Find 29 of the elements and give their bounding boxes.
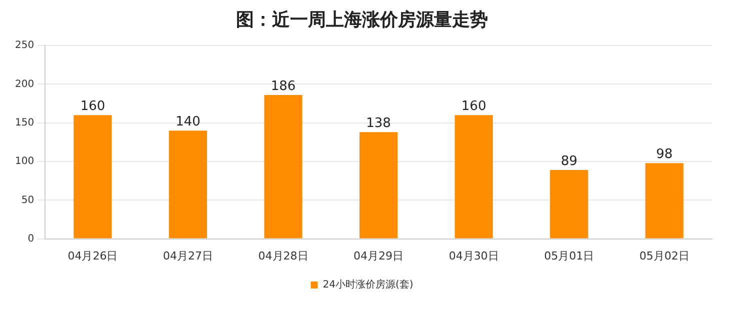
y-tick-label: 100 xyxy=(14,156,34,168)
data-label: 138 xyxy=(366,116,391,132)
x-tick-label: 04月28日 xyxy=(258,249,308,262)
y-tick-label: 200 xyxy=(14,78,34,90)
data-label: 160 xyxy=(80,99,106,114)
x-tick-label: 04月27日 xyxy=(162,249,213,262)
bar xyxy=(168,130,208,238)
bar xyxy=(645,163,684,238)
data-label: 160 xyxy=(461,99,486,114)
bar xyxy=(454,115,493,238)
y-tick-label: 250 xyxy=(14,40,34,52)
x-tick-label: 04月29日 xyxy=(354,249,404,262)
x-tick-label: 04月26日 xyxy=(68,249,118,262)
bar xyxy=(74,115,112,238)
data-label: 186 xyxy=(270,78,296,94)
x-tick-label: 05月02日 xyxy=(639,249,690,262)
chart-title: 图：近一周上海涨价房源量走势 xyxy=(236,9,488,30)
bar xyxy=(359,132,398,238)
y-tick-label: 150 xyxy=(14,117,34,128)
legend-label: 24小时涨价房源(套) xyxy=(322,278,414,291)
x-tick-label: 04月30日 xyxy=(448,249,499,262)
data-label: 89 xyxy=(560,154,578,169)
bar xyxy=(264,95,302,238)
x-tick-label: 05月01日 xyxy=(544,249,594,262)
y-tick-label: 50 xyxy=(21,194,34,206)
y-tick-label: 0 xyxy=(28,233,34,244)
bar xyxy=(550,170,588,238)
data-label: 98 xyxy=(656,146,673,162)
data-label: 140 xyxy=(176,114,200,130)
